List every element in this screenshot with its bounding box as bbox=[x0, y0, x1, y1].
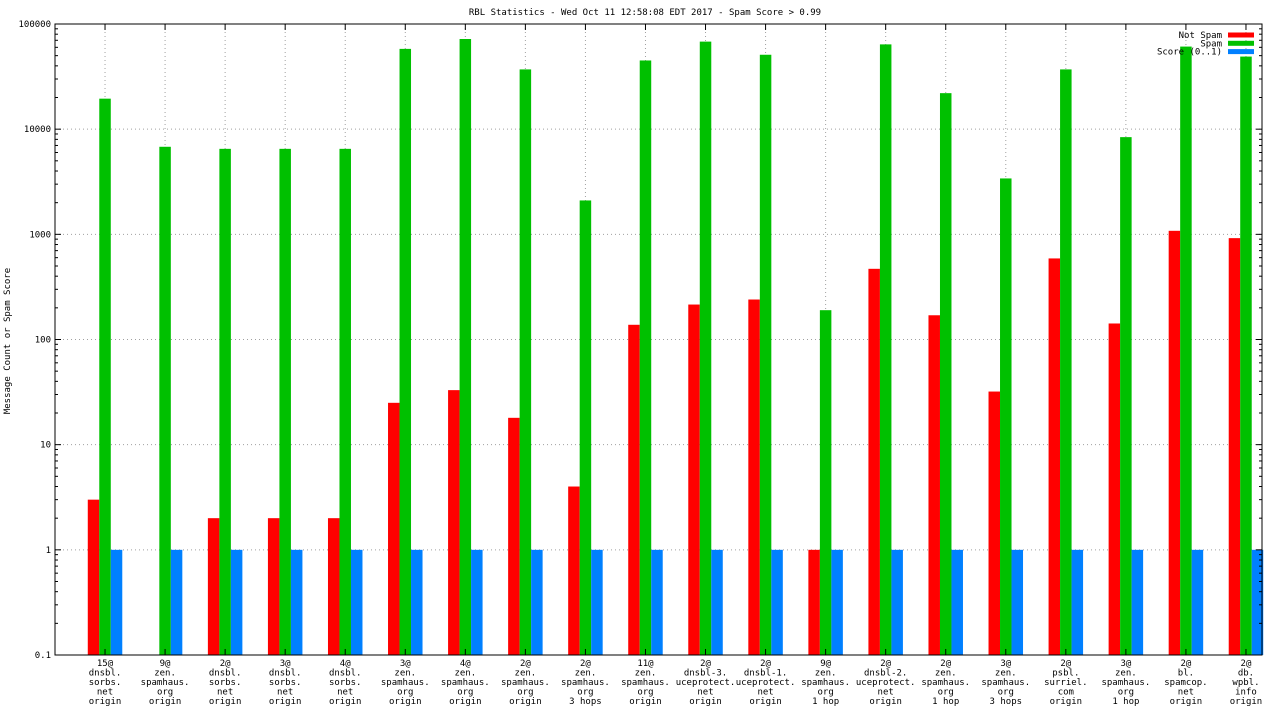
bar-score-0-1 bbox=[891, 549, 903, 655]
x-tick-label: 3@ zen. spamhaus. org 1 hop bbox=[1101, 659, 1150, 707]
legend-swatch bbox=[1228, 49, 1254, 55]
bar-spam bbox=[1120, 137, 1132, 656]
legend-label: Score (0..1) bbox=[1157, 48, 1222, 58]
bar-score-0-1 bbox=[531, 549, 543, 655]
x-tick-label: 2@ dnsbl. sorbs. net origin bbox=[209, 659, 242, 707]
legend-swatch bbox=[1228, 32, 1254, 38]
x-tick-label: 3@ zen. spamhaus. org origin bbox=[381, 659, 430, 707]
bar-spam bbox=[1060, 69, 1072, 656]
bar-not-spam bbox=[87, 499, 100, 655]
bars bbox=[87, 39, 1264, 656]
bar-not-spam bbox=[327, 518, 340, 655]
bar-spam bbox=[159, 146, 171, 656]
x-tick-label: 2@ zen. spamhaus. org origin bbox=[501, 659, 550, 707]
bar-score-0-1 bbox=[651, 549, 663, 655]
bar-spam bbox=[279, 148, 291, 655]
bar-not-spam bbox=[568, 486, 580, 655]
bar-spam bbox=[1240, 56, 1252, 655]
bar-not-spam bbox=[808, 549, 820, 655]
bar-score-0-1 bbox=[290, 549, 303, 655]
bar-score-0-1 bbox=[771, 549, 783, 655]
bar-spam bbox=[459, 39, 472, 656]
bar-not-spam bbox=[628, 324, 640, 655]
bar-spam bbox=[399, 48, 412, 655]
y-tick-label: 100000 bbox=[18, 20, 51, 30]
bar-score-0-1 bbox=[230, 549, 243, 655]
bar-not-spam bbox=[748, 299, 760, 655]
x-tick-label: 9@ zen. spamhaus. org origin bbox=[141, 659, 190, 707]
bar-spam bbox=[99, 98, 111, 656]
bar-not-spam bbox=[688, 304, 700, 655]
bar-spam bbox=[759, 54, 772, 656]
x-tick-label: 3@ dnsbl. sorbs. net origin bbox=[269, 659, 302, 707]
y-tick-label: 1000 bbox=[29, 230, 51, 240]
bar-spam bbox=[939, 93, 952, 655]
bar-spam bbox=[579, 200, 592, 656]
y-tick-label: 10000 bbox=[24, 125, 51, 135]
x-tick-label: 4@ zen. spamhaus. org origin bbox=[441, 659, 490, 707]
bar-spam bbox=[819, 310, 832, 655]
legend-label: Not Spam bbox=[1179, 31, 1222, 41]
bar-spam bbox=[519, 69, 532, 656]
x-tick-label: 2@ zen. spamhaus. org 1 hop bbox=[921, 659, 970, 707]
x-tick-label: 2@ psbl. surriel. com origin bbox=[1044, 659, 1087, 707]
bar-score-0-1 bbox=[110, 549, 123, 655]
y-axis-label: Message Count or Spam Score bbox=[3, 268, 13, 414]
y-tick-label: 10 bbox=[40, 441, 51, 451]
x-tick-label: 15@ dnsbl. sorbs. net origin bbox=[89, 659, 122, 707]
bar-spam bbox=[699, 41, 712, 655]
x-tick-label: 2@ db. wpbl. info origin bbox=[1230, 659, 1263, 707]
bar-score-0-1 bbox=[1011, 549, 1024, 655]
bar-score-0-1 bbox=[1071, 549, 1084, 655]
x-tick-label: 4@ dnsbl. sorbs. net origin bbox=[329, 659, 362, 707]
x-tick-label: 2@ dnsbl-1. uceprotect. net origin bbox=[736, 659, 796, 707]
bar-not-spam bbox=[868, 268, 880, 655]
bar-not-spam bbox=[928, 315, 940, 655]
bar-not-spam bbox=[1048, 258, 1061, 655]
bar-spam bbox=[219, 148, 231, 655]
bar-score-0-1 bbox=[1131, 549, 1144, 655]
bar-score-0-1 bbox=[711, 549, 723, 655]
x-tick-label: 3@ zen. spamhaus. org 3 hops bbox=[981, 659, 1030, 707]
bar-spam bbox=[1180, 46, 1192, 655]
y-tick-label: 0.1 bbox=[35, 651, 51, 661]
bar-score-0-1 bbox=[1191, 549, 1204, 655]
x-tick-label: 2@ zen. spamhaus. org 3 hops bbox=[561, 659, 610, 707]
bar-score-0-1 bbox=[170, 549, 183, 655]
axes: 0.1 1 10 100 1000 10000 100000 15@ dnsbl. sorbs. n… bbox=[18, 20, 1262, 707]
bar-not-spam bbox=[448, 390, 460, 655]
bar-score-0-1 bbox=[350, 549, 363, 655]
bar-score-0-1 bbox=[1251, 549, 1264, 655]
plot-frame bbox=[54, 23, 1263, 656]
legend-swatch bbox=[1228, 40, 1254, 46]
bar-not-spam bbox=[1228, 238, 1241, 655]
x-tick-label: 2@ dnsbl-2. uceprotect. net origin bbox=[856, 659, 916, 707]
bar-spam bbox=[639, 60, 652, 656]
y-tick-label: 1 bbox=[46, 546, 51, 556]
x-tick-label: 2@ dnsbl-3. uceprotect. net origin bbox=[676, 659, 736, 707]
bar-not-spam bbox=[508, 417, 520, 655]
bar-not-spam bbox=[1168, 230, 1181, 655]
x-tick-label: 11@ zen. spamhaus. org origin bbox=[621, 659, 670, 707]
bar-not-spam bbox=[388, 402, 400, 655]
bar-score-0-1 bbox=[951, 549, 963, 655]
chart-title: RBL Statistics - Wed Oct 11 12:58:08 EDT… bbox=[469, 8, 821, 18]
bar-score-0-1 bbox=[411, 549, 423, 655]
bar-score-0-1 bbox=[831, 549, 843, 655]
bar-not-spam bbox=[267, 518, 280, 655]
bar-not-spam bbox=[207, 518, 220, 655]
bar-spam bbox=[339, 148, 351, 655]
bar-not-spam bbox=[988, 391, 1001, 655]
bar-score-0-1 bbox=[591, 549, 603, 655]
bar-spam bbox=[1000, 178, 1012, 656]
y-tick-label: 100 bbox=[35, 336, 51, 346]
bar-not-spam bbox=[1108, 323, 1121, 655]
x-tick-label: 2@ bl. spamcop. net origin bbox=[1164, 659, 1207, 707]
legend-label: Spam bbox=[1200, 39, 1222, 49]
bar-spam bbox=[879, 44, 892, 655]
bar-score-0-1 bbox=[471, 549, 483, 655]
x-tick-label: 9@ zen. spamhaus. org 1 hop bbox=[801, 659, 850, 707]
